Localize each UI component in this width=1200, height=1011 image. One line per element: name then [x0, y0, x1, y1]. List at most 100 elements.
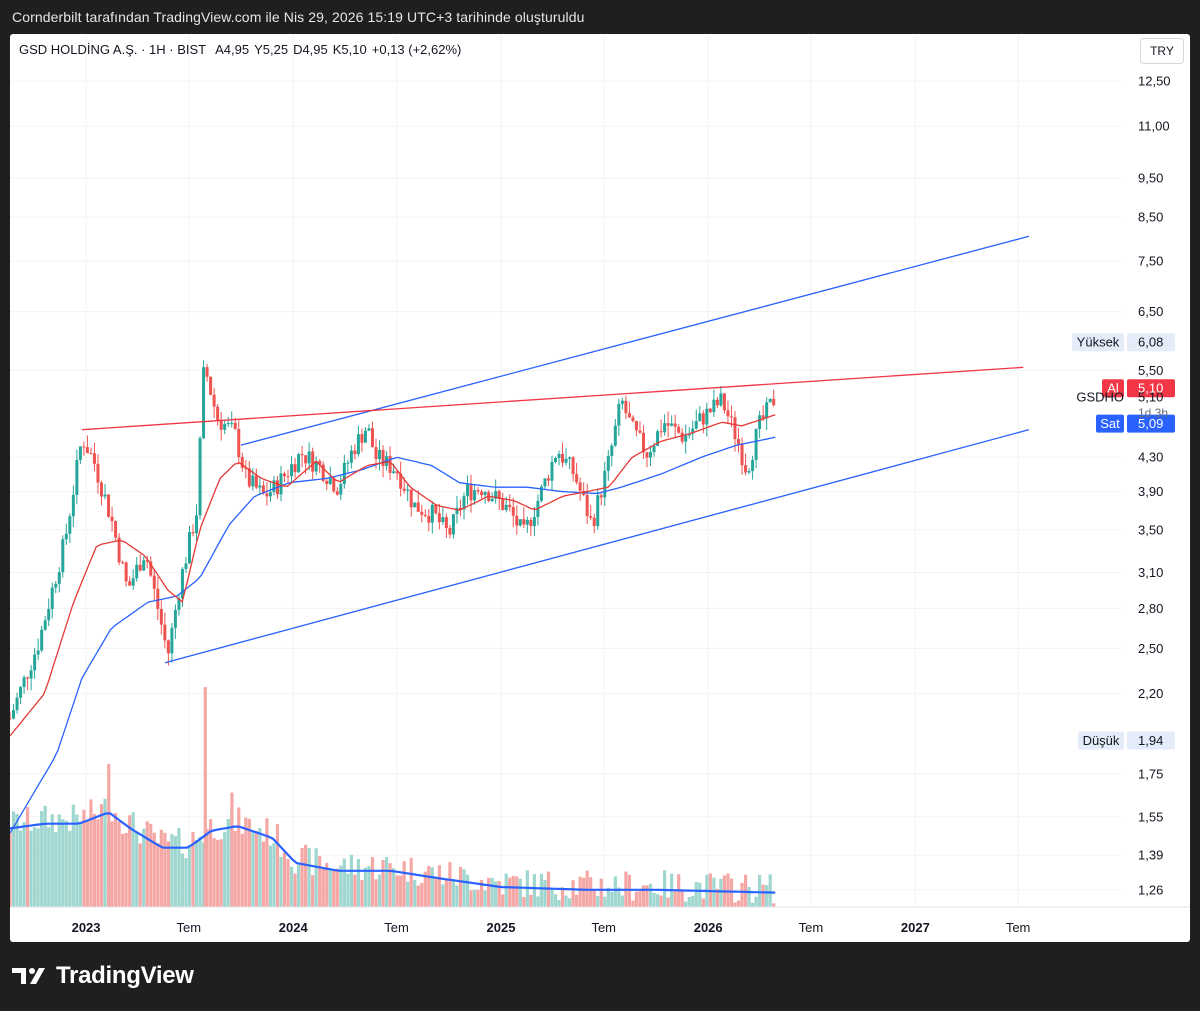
volume-bar: [655, 894, 660, 907]
volume-bar: [392, 868, 396, 907]
price-axis-tick-label: 2,50: [1138, 641, 1163, 656]
candle-body: [613, 425, 617, 446]
candle-body: [701, 413, 705, 425]
volume-bar: [747, 886, 751, 907]
volume-bar: [662, 870, 667, 907]
volume-bar: [543, 879, 547, 907]
volume-bar: [536, 896, 540, 907]
candle-body: [15, 697, 19, 711]
volume-bar: [377, 874, 382, 907]
volume-bar: [501, 894, 505, 907]
resistance-line[interactable]: [82, 366, 1024, 431]
candle-body: [494, 491, 498, 499]
volume-bar: [666, 897, 670, 907]
channel-lower-line[interactable]: [164, 429, 1030, 664]
volume-bar: [128, 815, 132, 907]
volume-bar: [163, 832, 167, 907]
candle-body: [71, 494, 75, 517]
volume-bar: [121, 833, 125, 907]
candle-body: [300, 454, 304, 456]
price-axis-tick-label: 1,75: [1138, 767, 1163, 782]
volume-bar: [247, 818, 251, 907]
volume-bar: [237, 807, 241, 907]
volume-bar: [381, 860, 385, 907]
currency-button[interactable]: TRY: [1140, 38, 1184, 64]
candle-body: [325, 480, 329, 484]
candle-body: [12, 710, 16, 719]
candle-body: [458, 507, 462, 510]
volume-bar: [698, 882, 702, 907]
volume-bar: [286, 859, 290, 907]
volume-bar: [203, 687, 207, 907]
candle-body: [722, 393, 726, 411]
volume-bar: [740, 882, 744, 907]
candle-body: [451, 514, 455, 535]
candle-body: [244, 467, 248, 469]
candle-body: [620, 400, 624, 404]
volume-bar: [268, 845, 273, 907]
volume-bar: [107, 764, 111, 907]
volume-bar: [768, 874, 772, 907]
volume-bar: [240, 833, 244, 907]
volume-bar: [272, 843, 276, 907]
volume-bar: [339, 865, 343, 907]
candle-body: [409, 489, 413, 508]
candle-body: [318, 460, 322, 465]
volume-bar: [680, 891, 684, 907]
candle-body: [726, 410, 730, 417]
volume-bar: [92, 814, 97, 907]
volume-bar: [307, 847, 311, 907]
candle-body: [233, 422, 237, 429]
candle-body: [328, 477, 332, 484]
candle-body: [40, 629, 44, 651]
time-axis-tick-label: 2025: [487, 920, 516, 935]
candle-body: [212, 394, 216, 407]
candle-body: [170, 627, 174, 654]
candle-body: [216, 406, 220, 421]
volume-bar: [57, 814, 61, 907]
candle-body: [603, 470, 607, 498]
time-axis-tick-label: Tem: [384, 920, 409, 935]
price-axis-tick-label: 3,90: [1138, 484, 1163, 499]
high-label-value-box: [1127, 333, 1175, 352]
tradingview-logo[interactable]: TradingView: [12, 962, 194, 990]
volume-bar: [135, 831, 139, 907]
volume-bar: [356, 858, 361, 907]
ask-label-value: 5,10: [1138, 381, 1163, 396]
volume-bar: [71, 804, 75, 907]
candle-body: [420, 511, 424, 515]
volume-bar: [434, 878, 438, 907]
candle-body: [539, 486, 543, 501]
candle-body: [694, 421, 698, 429]
volume-bar: [131, 812, 135, 907]
candle-body: [497, 491, 501, 499]
candle-body: [610, 445, 614, 457]
price-chart[interactable]: 12,50 11,00 9,50 8,50 7,50 6,50 5,50 4,30 3,90 3,…: [10, 34, 1190, 942]
high-label-value: 6,08: [1138, 335, 1163, 350]
symbol-name[interactable]: GSD HOLDİNG A.Ş. · 1H · BIST: [19, 42, 207, 57]
volume-bar: [472, 889, 477, 907]
volume-bar: [156, 842, 160, 907]
high-label-tag-box: [1072, 333, 1124, 352]
volume-bar: [82, 809, 86, 907]
volume-bar: [187, 845, 192, 907]
volume-bar: [638, 890, 642, 907]
candle-body: [427, 516, 431, 523]
candle-body: [223, 424, 227, 430]
candle-body: [195, 515, 199, 534]
volume-bar: [296, 864, 301, 907]
candle-body: [202, 367, 206, 439]
volume-bar: [265, 818, 269, 907]
candle-body: [68, 516, 72, 534]
low-label-tag-box: [1078, 731, 1124, 750]
candle-body: [483, 492, 487, 496]
candle-body: [138, 564, 142, 571]
volume-bar: [476, 889, 480, 907]
time-axis-tick-label: Tem: [799, 920, 824, 935]
channel-upper-line[interactable]: [240, 235, 1030, 446]
candle-body: [247, 468, 251, 487]
tradingview-logo-icon: [12, 968, 45, 984]
candle-body: [198, 438, 202, 516]
candle-body: [226, 422, 230, 425]
candle-body: [26, 677, 30, 679]
